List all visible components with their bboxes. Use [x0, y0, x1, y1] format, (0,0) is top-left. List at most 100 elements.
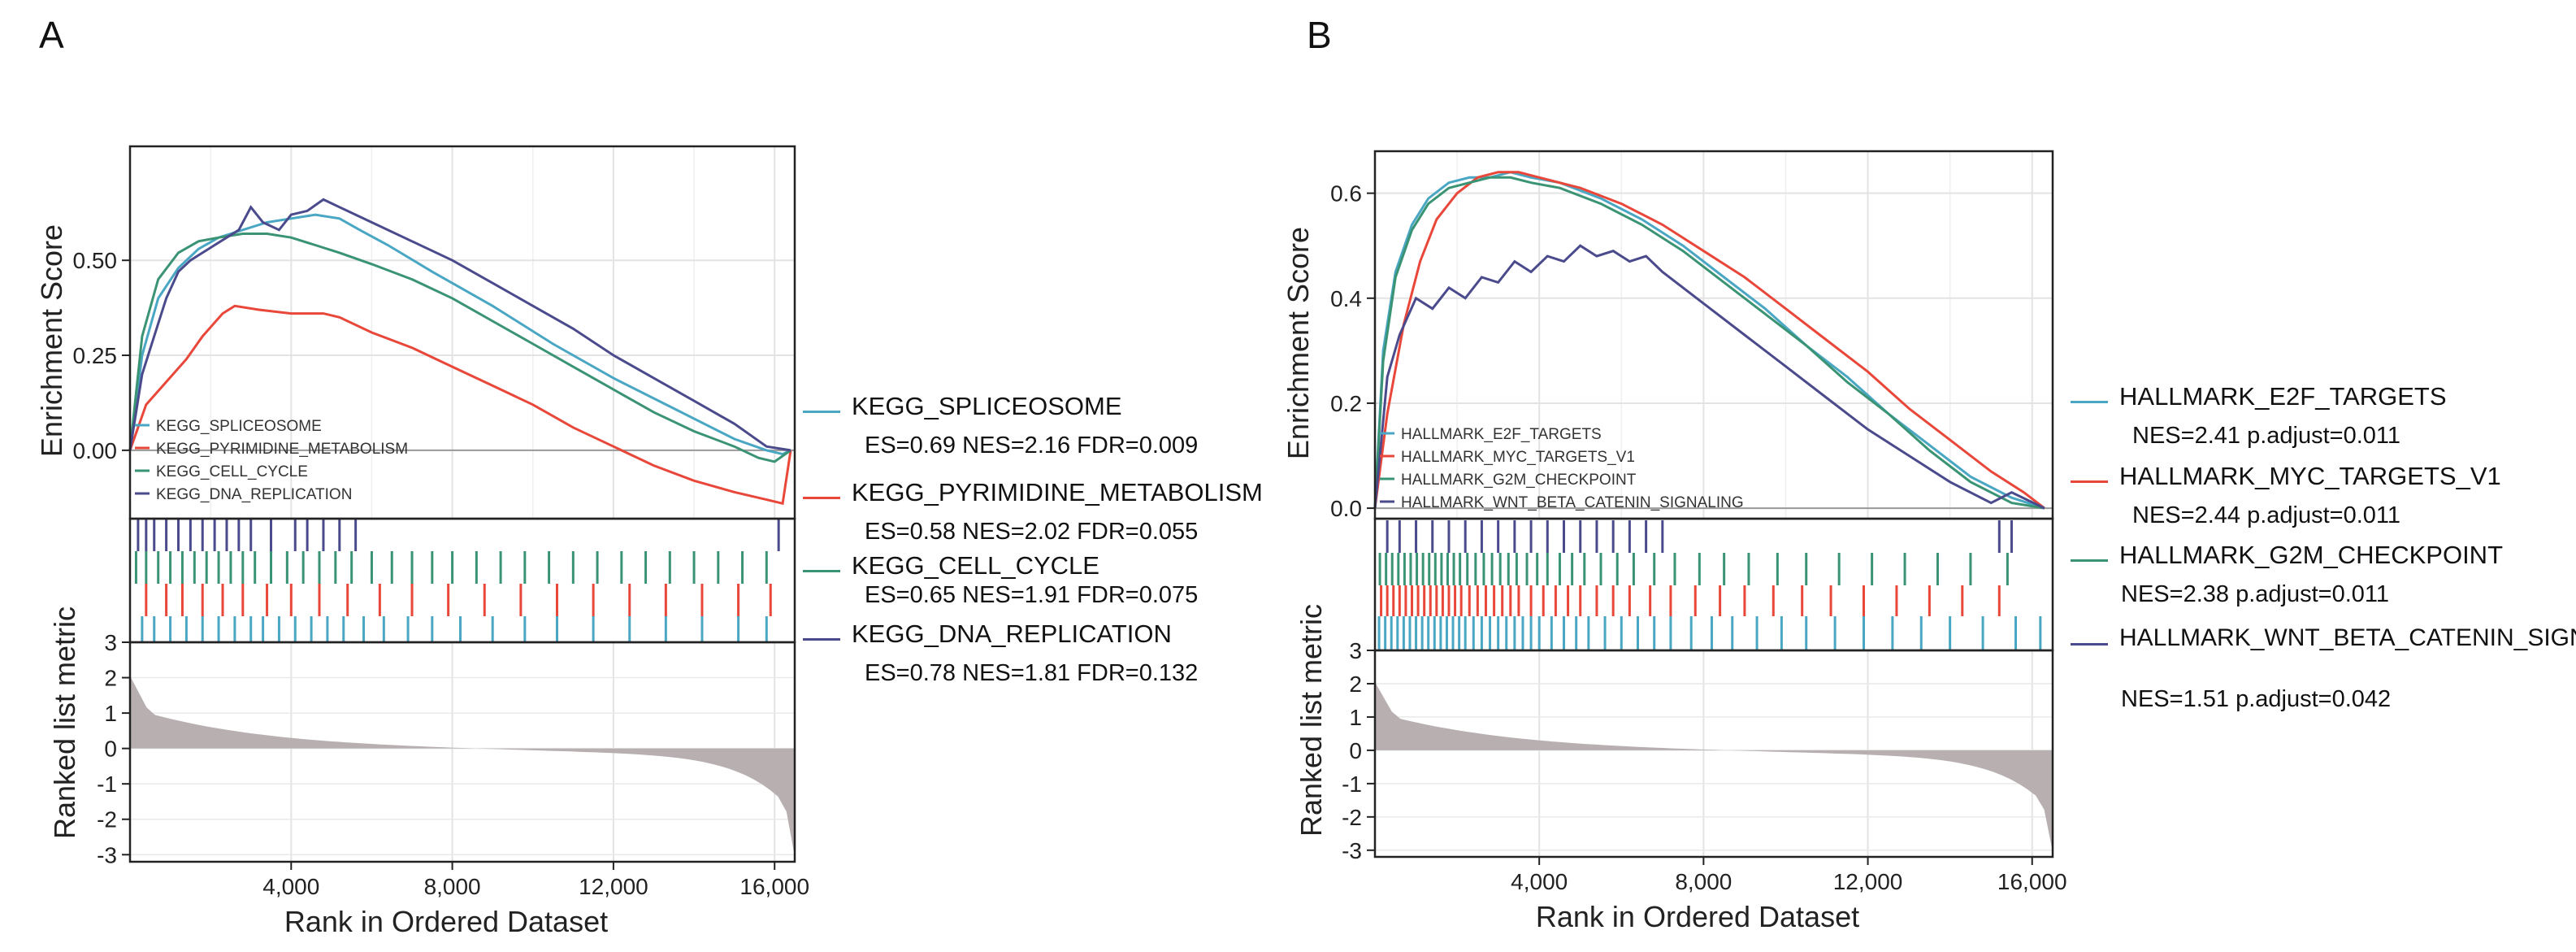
- hit-rug-kegg-cell-cycle: [134, 551, 768, 584]
- legend-entry: HALLMARK_E2F_TARGETS NES=2.41 p.adjust=0…: [2071, 382, 2558, 455]
- inner-legend: KEGG_SPLICEOSOME KEGG_PYRIMIDINE_METABOLI…: [135, 418, 408, 503]
- legend-stats: ES=0.58 NES=2.02 FDR=0.055: [865, 519, 1199, 545]
- es-curve-hallmark-e2f-targets: [1373, 171, 2045, 510]
- hit-rug-kegg-dna-replication: [137, 519, 780, 551]
- y-tick-label: 1: [104, 701, 117, 726]
- legend-line-swatch: [2071, 559, 2108, 562]
- x-tick-label: 8,000: [424, 874, 481, 899]
- legend-stats: ES=0.69 NES=2.16 FDR=0.009: [865, 433, 1199, 459]
- y-tick-label: -3: [97, 842, 117, 867]
- y-tick-label: 0.2: [1330, 391, 1362, 416]
- legend-name: HALLMARK_G2M_CHECKPOINT: [2119, 541, 2504, 569]
- x-tick-label: 16,000: [1997, 869, 2067, 894]
- es-curve-kegg-dna-replication: [128, 198, 791, 452]
- x-tick-label: 4,000: [262, 874, 319, 899]
- legend-stats: NES=2.38 p.adjust=0.011: [2121, 581, 2389, 607]
- legend-name: KEGG_PYRIMIDINE_METABOLISM: [852, 478, 1263, 506]
- hit-rug-hallmark-wnt-beta-catenin-signaling: [1386, 520, 2013, 553]
- gsea-panel-b: 0.0 0.2 0.4 0.6 3 2 1 0 -1 -2 -3 4,000 8,000 12,000 16…: [1281, 150, 2067, 933]
- panel-letter-b: B: [1307, 14, 1332, 56]
- legend-name: KEGG_DNA_REPLICATION: [852, 619, 1172, 648]
- y-axis-label-top: Enrichment Score: [35, 224, 68, 457]
- y-tick-label: -1: [1342, 772, 1362, 797]
- legend-line-swatch: [2071, 643, 2108, 646]
- x-axis-label: Rank in Ordered Dataset: [1536, 900, 1859, 933]
- legend-entry: HALLMARK_MYC_TARGETS_V1 NES=2.44 p.adjus…: [2071, 462, 2558, 535]
- legend-entry: HALLMARK_G2M_CHECKPOINT NES=2.38 p.adjus…: [2071, 541, 2558, 614]
- hit-rug-hallmark-g2m-checkpoint: [1378, 553, 2009, 585]
- legend-stats: NES=2.41 p.adjust=0.011: [2132, 423, 2400, 449]
- inner-legend: HALLMARK_E2F_TARGETS HALLMARK_MYC_TARGETS…: [1380, 426, 1744, 511]
- y-tick-label: 2: [104, 666, 117, 691]
- legend-stats: ES=0.65 NES=1.91 FDR=0.075: [865, 582, 1199, 608]
- inner-legend-label: KEGG_SPLICEOSOME: [156, 418, 322, 435]
- ranked-metric-area: [1375, 681, 2053, 852]
- hit-rug-hallmark-e2f-targets: [1377, 616, 2042, 650]
- y-tick-label: 0: [1349, 738, 1362, 763]
- es-curve-kegg-cell-cycle: [128, 233, 791, 463]
- x-tick-label: 4,000: [1511, 869, 1568, 894]
- y-tick-label: -2: [1342, 805, 1362, 830]
- legend-line-swatch: [2071, 480, 2108, 483]
- hit-rug-hallmark-myc-targets-v1: [1380, 585, 2001, 616]
- legend-stats: ES=0.78 NES=1.81 FDR=0.132: [865, 660, 1199, 686]
- inner-legend-label: HALLMARK_E2F_TARGETS: [1401, 426, 1602, 443]
- y-tick-label: 2: [1349, 672, 1362, 697]
- legend-name: HALLMARK_MYC_TARGETS_V1: [2119, 462, 2501, 490]
- y-axis-label-bottom: Ranked list metric: [1295, 604, 1328, 837]
- es-curve-hallmark-wnt-beta-catenin-signaling: [1373, 244, 2045, 510]
- inner-legend-label: HALLMARK_WNT_BETA_CATENIN_SIGNALING: [1401, 494, 1744, 511]
- legend-entry: HALLMARK_WNT_BETA_CATENIN_SIGNALING NES=…: [2071, 624, 2576, 722]
- ranked-metric-area: [130, 676, 795, 857]
- legend-stats: NES=1.51 p.adjust=0.042: [2121, 686, 2392, 712]
- legend-name: HALLMARK_WNT_BETA_CATENIN_SIGNALING: [2119, 624, 2576, 651]
- legend-line-swatch: [803, 411, 840, 413]
- y-axis-label-top: Enrichment Score: [1281, 227, 1315, 459]
- legend-name: KEGG_CELL_CYCLE: [852, 551, 1099, 580]
- inner-legend-label: HALLMARK_MYC_TARGETS_V1: [1401, 449, 1635, 466]
- y-tick-label: -1: [97, 772, 117, 797]
- y-tick-label: 1: [1349, 705, 1362, 730]
- panel-letter-a: A: [39, 14, 64, 56]
- legend-entry: KEGG_PYRIMIDINE_METABOLISM ES=0.58 NES=2…: [803, 478, 1323, 551]
- legend-stats: NES=2.44 p.adjust=0.011: [2132, 502, 2400, 528]
- x-tick-label: 16,000: [739, 874, 809, 899]
- legend-line-swatch: [2071, 401, 2108, 403]
- inner-legend-label: KEGG_DNA_REPLICATION: [156, 486, 352, 503]
- legend-line-swatch: [803, 497, 840, 499]
- y-axis-label-bottom: Ranked list metric: [48, 606, 81, 839]
- legend-line-swatch: [803, 570, 840, 572]
- hit-rug-kegg-spliceosome: [141, 616, 768, 642]
- es-curve-hallmark-g2m-checkpoint: [1373, 176, 2045, 510]
- rank-plot-frame: [1373, 649, 2054, 859]
- y-tick-label: -2: [97, 807, 117, 832]
- y-tick-label: 0.4: [1330, 286, 1362, 311]
- x-tick-label: 12,000: [579, 874, 648, 899]
- legend-entry: KEGG_CELL_CYCLE ES=0.65 NES=1.91 FDR=0.0…: [803, 551, 1323, 624]
- legend-name: HALLMARK_E2F_TARGETS: [2119, 382, 2447, 411]
- es-curve-kegg-spliceosome: [128, 213, 791, 456]
- y-tick-label: 0.6: [1330, 181, 1362, 206]
- inner-legend-label: KEGG_PYRIMIDINE_METABOLISM: [156, 441, 408, 458]
- y-tick-label: 3: [104, 630, 117, 655]
- y-tick-label: 0.0: [1330, 496, 1362, 521]
- legend-entry: KEGG_SPLICEOSOME ES=0.69 NES=2.16 FDR=0.…: [803, 392, 1323, 465]
- y-tick-label: 0.25: [73, 343, 118, 368]
- y-tick-label: 3: [1349, 638, 1362, 663]
- x-tick-label: 12,000: [1833, 869, 1903, 894]
- x-axis-label: Rank in Ordered Dataset: [284, 905, 608, 938]
- es-curve-kegg-pyrimidine-metabolism: [128, 304, 792, 506]
- legend-line-swatch: [803, 638, 840, 641]
- y-tick-label: 0: [104, 737, 117, 762]
- es-curve-hallmark-myc-targets-v1: [1373, 171, 2045, 510]
- gsea-panel-a: 0.00 0.25 0.50 3 2 1 0 -1 -2 -3 4,000 8,000 12,000 16…: [35, 145, 809, 938]
- legend-name: KEGG_SPLICEOSOME: [852, 392, 1122, 420]
- legend-entry: KEGG_DNA_REPLICATION ES=0.78 NES=1.81 FD…: [803, 619, 1323, 693]
- y-tick-label: 0.50: [73, 248, 118, 273]
- inner-legend-label: HALLMARK_G2M_CHECKPOINT: [1401, 472, 1637, 489]
- rank-plot-frame: [128, 641, 796, 863]
- y-tick-label: -3: [1342, 838, 1362, 863]
- y-tick-label: 0.00: [73, 438, 118, 463]
- inner-legend-label: KEGG_CELL_CYCLE: [156, 463, 308, 480]
